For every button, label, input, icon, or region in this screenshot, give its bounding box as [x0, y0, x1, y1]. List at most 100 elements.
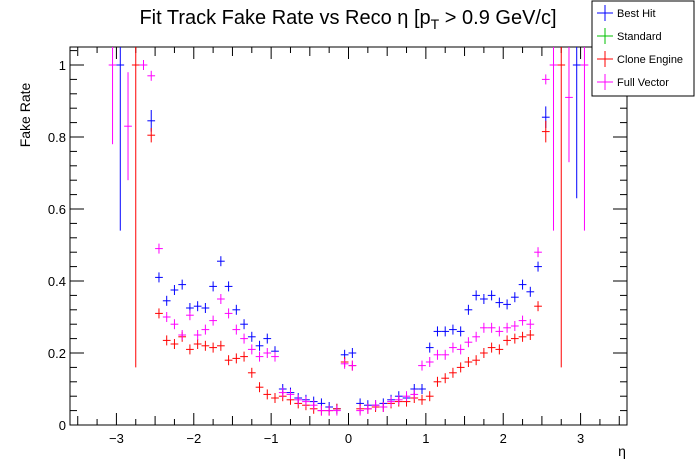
full-vector-point: [472, 331, 481, 342]
y-tick-label: 0.6: [48, 202, 66, 217]
full-vector-point: [549, 47, 558, 231]
x-tick-label: 0: [345, 431, 352, 446]
y-axis-label: Fake Rate: [17, 82, 33, 147]
full-vector-point: [193, 330, 202, 340]
best-hit-point: [425, 342, 434, 353]
clone-engine-point: [186, 344, 194, 355]
best-hit-point: [518, 279, 527, 290]
full-vector-point: [565, 47, 573, 163]
best-hit-point: [464, 304, 473, 315]
best-hit-point: [247, 331, 256, 342]
clone-engine-point: [472, 355, 481, 366]
full-vector-point: [418, 360, 426, 371]
legend-label: Standard: [617, 31, 662, 43]
full-vector-point: [162, 312, 171, 322]
clone-engine-point: [449, 367, 457, 378]
legend-entry-best-hit: Best Hit: [597, 5, 656, 21]
full-vector-point: [263, 348, 272, 358]
y-tick-label: 1: [59, 58, 66, 73]
best-hit-point: [263, 333, 272, 344]
full-vector-point: [433, 349, 442, 360]
clone-engine-point: [534, 301, 542, 312]
full-vector-point: [325, 405, 334, 416]
clone-engine-point: [487, 342, 496, 353]
x-tick-label: −2: [186, 431, 201, 446]
clone-engine-point: [510, 333, 519, 344]
full-vector-point: [240, 333, 248, 344]
x-tick-label: −3: [109, 431, 124, 446]
clone-engine-point: [456, 362, 465, 373]
full-vector-point: [526, 319, 535, 330]
best-hit-point: [441, 326, 450, 337]
full-vector-point: [201, 324, 210, 335]
best-hit-point: [526, 286, 535, 297]
full-vector-point: [371, 400, 380, 411]
best-hit-point: [255, 340, 264, 351]
legend-label: Clone Engine: [617, 54, 683, 66]
legend-entry-standard: Standard: [597, 28, 662, 44]
clone-engine-point: [541, 120, 550, 143]
full-vector-point: [178, 330, 187, 340]
clone-engine-point: [147, 128, 156, 143]
clone-engine-point: [201, 340, 210, 351]
clone-engine-point: [224, 355, 233, 366]
best-hit-point: [472, 290, 481, 301]
full-vector-point: [209, 315, 217, 326]
full-vector-point: [456, 344, 465, 355]
full-vector-point: [286, 389, 295, 400]
legend: Best Hit Standard Clone Engine Full Vector: [591, 0, 695, 97]
best-hit-point: [162, 295, 171, 306]
axis-tick-labels: −3 −2 −1 0 1 2 3 0 0.2 0.4 0.6 0.8 1: [48, 58, 584, 446]
full-vector-point: [224, 308, 233, 319]
best-hit-point: [495, 297, 504, 308]
full-vector-point: [124, 72, 132, 181]
best-hit-point: [193, 301, 202, 312]
best-hit-point: [240, 319, 248, 330]
clone-engine-point: [503, 335, 511, 346]
full-vector-point: [356, 405, 364, 416]
x-tick-label: −1: [264, 431, 279, 446]
full-vector-point: [387, 396, 395, 407]
full-vector-point: [495, 326, 504, 337]
clone-engine-point: [271, 393, 279, 403]
full-vector-point: [294, 394, 303, 405]
clone-engine-point: [232, 353, 241, 364]
clone-engine-point: [441, 373, 450, 384]
clone-engine-point: [193, 339, 202, 349]
clone-engine-point: [247, 367, 256, 378]
full-vector-point: [247, 344, 256, 355]
full-vector-point: [363, 403, 372, 414]
clone-engine-point: [255, 382, 264, 393]
full-vector-point: [340, 358, 349, 369]
clone-engine-point: [464, 357, 473, 367]
best-hit-point: [216, 256, 225, 267]
full-vector-point: [186, 310, 194, 321]
legend-label: Full Vector: [617, 77, 669, 89]
x-axis-label: η: [618, 443, 626, 459]
best-hit-point: [348, 348, 357, 358]
legend-entry-full-vector: Full Vector: [597, 74, 669, 90]
best-hit-point: [433, 326, 442, 337]
clone-engine-point: [240, 351, 248, 362]
full-vector-point: [487, 322, 496, 333]
y-tick-label: 0: [59, 418, 66, 433]
clone-engine-point: [557, 47, 566, 368]
full-vector-point: [232, 324, 241, 335]
legend-entry-clone-engine: Clone Engine: [597, 51, 683, 67]
full-vector-point: [348, 360, 357, 371]
best-hit-point: [456, 326, 465, 337]
best-hit-point: [224, 281, 233, 292]
clone-engine-point: [495, 344, 504, 355]
best-hit-point: [449, 324, 457, 335]
legend-box: [591, 0, 695, 97]
full-vector-point: [170, 319, 179, 330]
x-tick-label: 2: [500, 431, 507, 446]
clone-engine-point: [418, 394, 426, 405]
axis-ticks: [70, 47, 627, 426]
best-hit-point: [232, 304, 241, 315]
y-tick-label: 0.8: [48, 130, 66, 145]
y-tick-label: 0.2: [48, 346, 66, 361]
full-vector-point: [541, 74, 550, 85]
full-vector-point: [147, 70, 156, 81]
